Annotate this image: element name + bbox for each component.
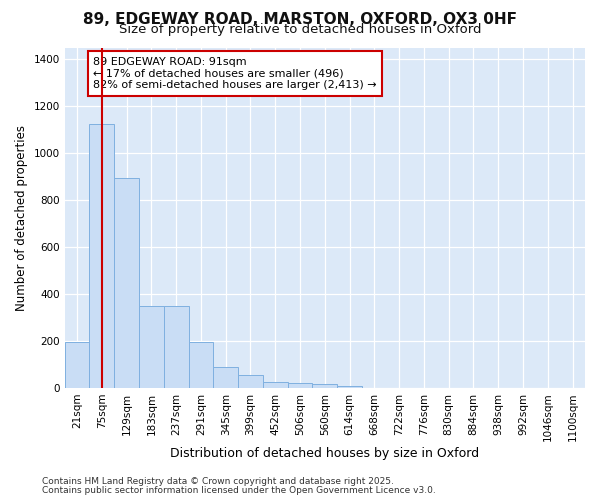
Bar: [238, 375, 263, 388]
Bar: [114, 178, 139, 388]
Bar: [287, 384, 313, 388]
Text: Size of property relative to detached houses in Oxford: Size of property relative to detached ho…: [119, 24, 481, 36]
Text: Contains public sector information licensed under the Open Government Licence v3: Contains public sector information licen…: [42, 486, 436, 495]
Bar: [337, 386, 362, 388]
Bar: [164, 306, 188, 388]
Bar: [139, 306, 164, 388]
Y-axis label: Number of detached properties: Number of detached properties: [15, 124, 28, 310]
Text: 89 EDGEWAY ROAD: 91sqm
← 17% of detached houses are smaller (496)
82% of semi-de: 89 EDGEWAY ROAD: 91sqm ← 17% of detached…: [93, 57, 377, 90]
Text: 89, EDGEWAY ROAD, MARSTON, OXFORD, OX3 0HF: 89, EDGEWAY ROAD, MARSTON, OXFORD, OX3 0…: [83, 12, 517, 28]
Text: Contains HM Land Registry data © Crown copyright and database right 2025.: Contains HM Land Registry data © Crown c…: [42, 477, 394, 486]
X-axis label: Distribution of detached houses by size in Oxford: Distribution of detached houses by size …: [170, 447, 479, 460]
Bar: [188, 342, 214, 388]
Bar: [313, 384, 337, 388]
Bar: [89, 124, 114, 388]
Bar: [214, 367, 238, 388]
Bar: [263, 382, 287, 388]
Bar: [65, 342, 89, 388]
